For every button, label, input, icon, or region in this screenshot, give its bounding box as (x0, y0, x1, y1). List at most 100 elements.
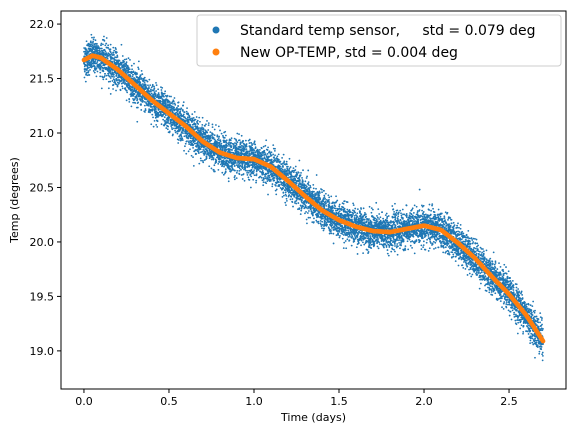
data-point-standard (139, 98, 142, 100)
data-point-standard (312, 193, 315, 196)
data-point-standard (109, 69, 112, 72)
data-point-standard (216, 141, 219, 144)
data-point-standard (172, 100, 175, 103)
data-point-standard (212, 158, 215, 161)
data-point-standard (194, 123, 197, 126)
data-point-standard (162, 118, 165, 121)
data-point-standard (141, 83, 144, 85)
data-point-standard (301, 199, 303, 201)
data-point-standard (153, 96, 155, 98)
data-point-standard (254, 151, 257, 154)
data-point-standard (270, 151, 273, 154)
data-point-standard (137, 101, 140, 104)
data-point-standard (85, 40, 88, 43)
data-point-standard (102, 70, 105, 73)
data-point-standard (304, 180, 307, 183)
data-point-standard (204, 129, 207, 132)
data-point-standard (160, 123, 163, 126)
data-point-standard (187, 121, 190, 124)
data-point-standard (246, 174, 249, 176)
data-point-standard (328, 198, 330, 201)
data-point-standard (241, 178, 244, 180)
data-point-standard (170, 102, 173, 105)
data-point-standard (241, 145, 243, 147)
data-point-standard (139, 81, 142, 84)
data-point-standard (113, 54, 115, 56)
data-point-standard (97, 46, 100, 49)
data-point-standard (325, 221, 328, 224)
data-point-standard (288, 157, 291, 160)
data-point-standard (239, 142, 242, 145)
data-point-standard (202, 152, 205, 155)
data-point-standard (130, 64, 133, 67)
data-point-standard (125, 58, 128, 60)
data-point-standard (189, 124, 192, 126)
data-point-standard (292, 167, 295, 170)
data-point-standard (231, 149, 234, 151)
data-point-standard (251, 143, 254, 145)
data-point-standard (294, 179, 297, 181)
data-point-standard (271, 185, 274, 188)
data-point-standard (83, 70, 86, 73)
data-point-standard (192, 146, 194, 149)
data-point-standard (165, 102, 167, 104)
data-point-standard (317, 220, 320, 223)
data-point-standard (248, 138, 251, 141)
data-point-standard (328, 196, 331, 199)
data-point-standard (233, 178, 236, 181)
data-point-standard (242, 173, 245, 175)
data-point-standard (209, 137, 212, 140)
data-point-standard (131, 75, 134, 78)
data-point-standard (202, 161, 205, 164)
data-point-standard (91, 36, 93, 39)
data-point-standard (304, 212, 306, 215)
data-point-standard (198, 116, 201, 119)
data-point-standard (289, 198, 292, 201)
data-point-standard (276, 155, 279, 158)
data-point-standard (247, 162, 250, 165)
data-point-standard (291, 201, 294, 204)
data-point-standard (250, 141, 253, 144)
data-point-standard (248, 152, 251, 155)
data-point-standard (212, 157, 215, 159)
data-point-standard (140, 77, 143, 80)
data-point-standard (170, 126, 173, 129)
data-point-standard (279, 165, 282, 168)
data-point-standard (220, 142, 223, 145)
data-point-standard (324, 220, 327, 223)
data-point-standard (229, 139, 232, 142)
data-point-standard (107, 47, 110, 49)
data-point-standard (190, 135, 193, 138)
data-point-standard (227, 180, 230, 183)
data-point-standard (94, 39, 97, 42)
data-point-standard (328, 232, 331, 235)
data-point-standard (330, 195, 333, 198)
data-point-standard (250, 168, 253, 171)
data-point-standard (312, 221, 315, 223)
data-point-standard (237, 145, 240, 148)
data-point-standard (191, 113, 194, 116)
data-point-standard (310, 207, 312, 210)
data-point-standard (284, 184, 287, 187)
data-point-standard (325, 202, 327, 205)
data-point-standard (151, 83, 154, 86)
data-point-standard (209, 140, 211, 143)
data-point-standard (192, 164, 195, 167)
data-point-standard (177, 113, 180, 116)
data-point-standard (99, 75, 102, 78)
data-point-standard (173, 127, 175, 130)
data-point-standard (189, 137, 192, 140)
data-point-standard (288, 188, 291, 191)
data-point-standard (309, 186, 312, 189)
data-point-standard (257, 169, 260, 171)
data-point-standard (213, 154, 216, 156)
data-point-standard (325, 204, 328, 207)
data-point-standard (326, 223, 329, 226)
data-point-standard (128, 68, 131, 71)
data-point-standard (123, 58, 126, 61)
data-point-standard (87, 71, 90, 74)
data-point-standard (249, 164, 251, 167)
data-point-standard (174, 131, 177, 134)
data-point-standard (319, 198, 322, 201)
data-point-standard (242, 150, 245, 153)
